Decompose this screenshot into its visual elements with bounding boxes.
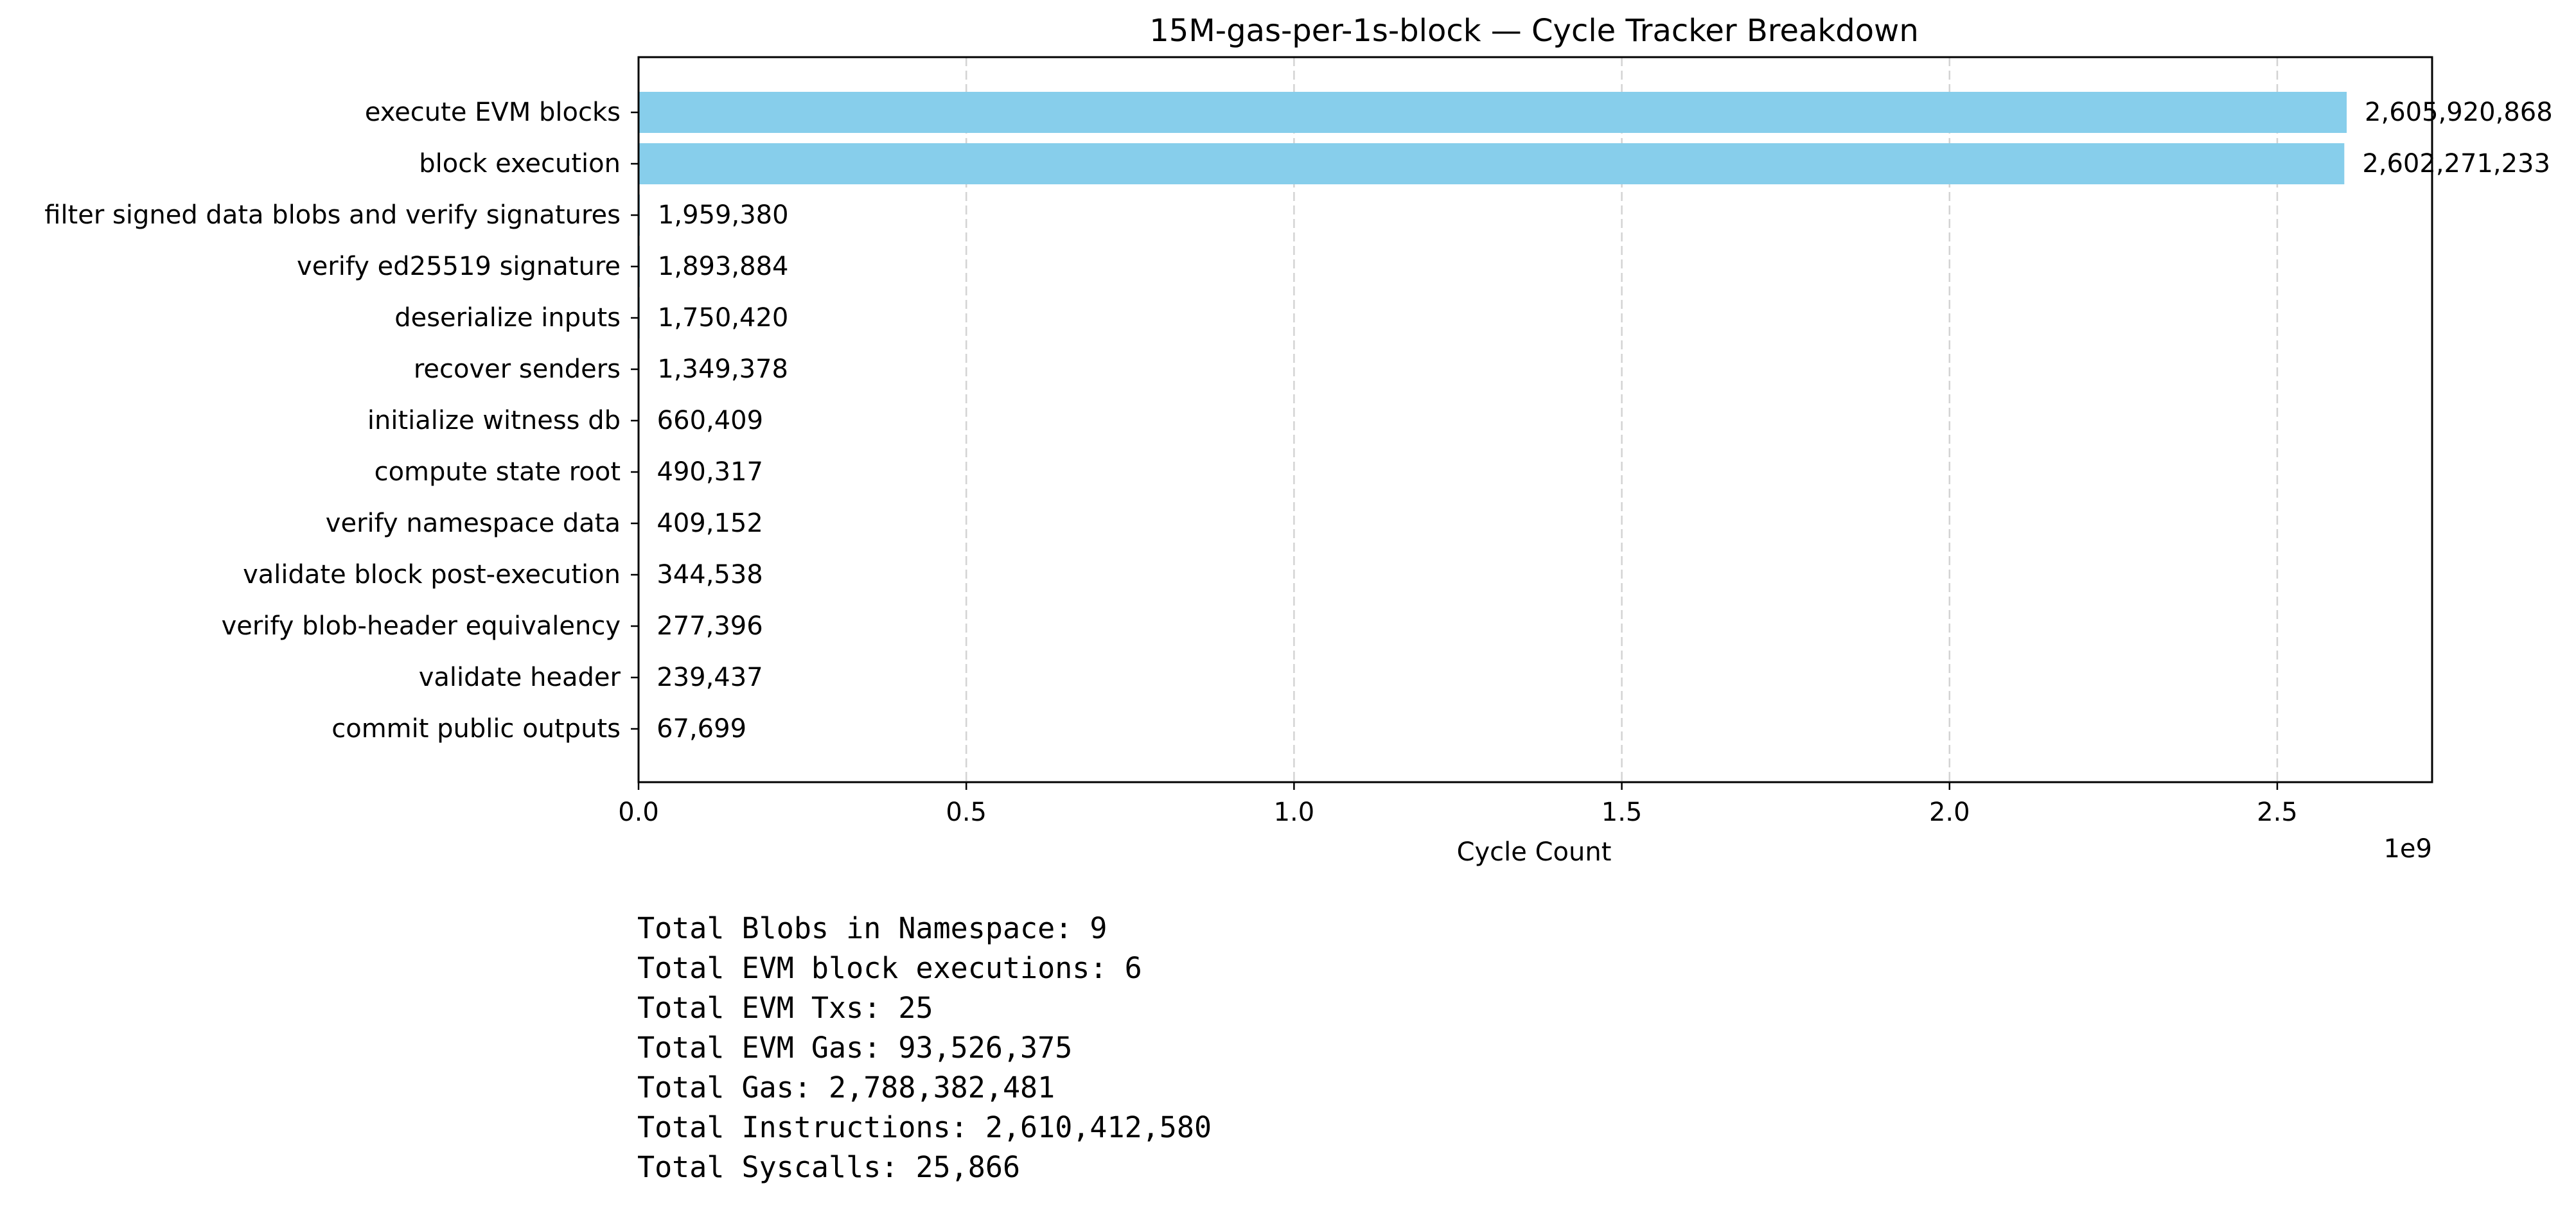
- plot-frame: [637, 56, 2433, 783]
- value-label-1: 2,602,271,233: [2362, 149, 2550, 179]
- x-tick-label-5: 2.5: [2257, 798, 2298, 827]
- labels: execute EVM blocks 2,605,920,868 block exe…: [44, 98, 2552, 827]
- category-label-1: block execution: [419, 149, 621, 179]
- value-label-4: 1,750,420: [658, 303, 789, 333]
- value-label-0: 2,605,920,868: [2365, 98, 2553, 127]
- x-axis-label: Cycle Count: [1457, 837, 1612, 867]
- category-label-10: verify blob-header equivalency: [222, 611, 621, 641]
- category-label-3: verify ed25519 signature: [297, 252, 621, 281]
- chart-title: 15M-gas-per-1s-block — Cycle Tracker Bre…: [1149, 13, 1918, 49]
- value-label-9: 344,538: [657, 560, 763, 590]
- x-tick-label-2: 1.0: [1274, 798, 1315, 827]
- value-label-11: 239,437: [657, 663, 763, 692]
- bar-0: [639, 92, 2347, 133]
- category-label-12: commit public outputs: [331, 714, 621, 744]
- value-label-2: 1,959,380: [658, 200, 789, 230]
- summary-stats: Total Blobs in Namespace: 9 Total EVM bl…: [637, 909, 1212, 1187]
- stat-total-gas: Total Gas: 2,788,382,481: [637, 1071, 1055, 1105]
- stat-total-blobs: Total Blobs in Namespace: 9: [637, 911, 1107, 945]
- value-label-8: 409,152: [657, 509, 763, 538]
- category-label-7: compute state root: [375, 457, 621, 487]
- cycle-tracker-chart: execute EVM blocks 2,605,920,868 block exe…: [44, 13, 2552, 867]
- x-tick-label-0: 0.0: [618, 798, 659, 827]
- category-label-8: verify namespace data: [326, 509, 621, 538]
- x-tick-label-1: 0.5: [946, 798, 987, 827]
- category-label-6: initialize witness db: [367, 406, 621, 435]
- value-label-12: 67,699: [657, 714, 746, 744]
- category-label-9: validate block post-execution: [243, 560, 621, 590]
- x-tick-label-4: 2.0: [1929, 798, 1970, 827]
- value-label-5: 1,349,378: [657, 354, 788, 384]
- axes: [631, 56, 2433, 790]
- value-label-3: 1,893,884: [658, 252, 789, 281]
- stat-total-evm-txs: Total EVM Txs: 25: [637, 991, 933, 1025]
- x-tick-label-3: 1.5: [1601, 798, 1643, 827]
- bars: [639, 92, 2347, 749]
- value-label-10: 277,396: [657, 611, 763, 641]
- category-label-4: deserialize inputs: [394, 303, 621, 333]
- category-label-11: validate header: [419, 663, 621, 692]
- stat-total-syscalls: Total Syscalls: 25,866: [637, 1150, 1021, 1184]
- stat-total-evm-gas: Total EVM Gas: 93,526,375: [637, 1031, 1073, 1065]
- x-axis-offset-text: 1e9: [2383, 834, 2432, 864]
- stat-total-evm-block-executions: Total EVM block executions: 6: [637, 951, 1142, 985]
- stat-total-instructions: Total Instructions: 2,610,412,580: [637, 1110, 1212, 1144]
- value-label-6: 660,409: [657, 406, 763, 435]
- category-label-0: execute EVM blocks: [365, 98, 621, 127]
- category-label-5: recover senders: [414, 354, 621, 384]
- bar-1: [639, 143, 2345, 184]
- value-label-7: 490,317: [657, 457, 763, 487]
- category-label-2: filter signed data blobs and verify sign…: [44, 200, 621, 230]
